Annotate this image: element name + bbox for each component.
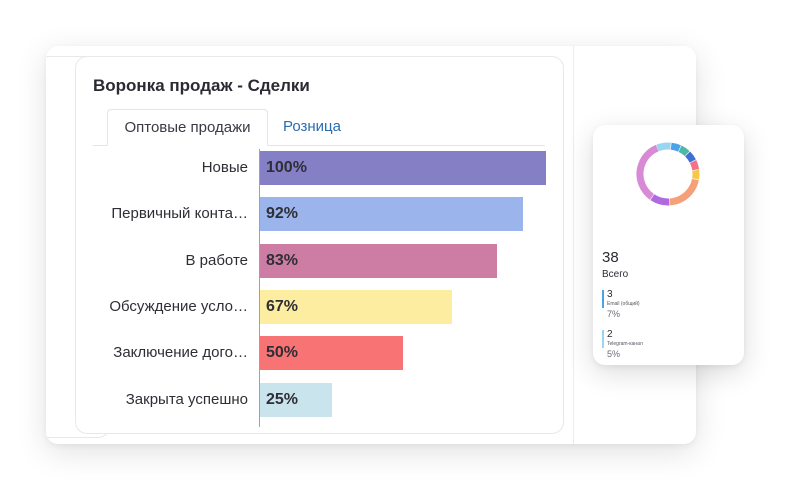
widget-title: Воронка продаж - Сделки [93, 76, 310, 95]
legend-item-telegram[interactable]: 2 Telegram-канал 5% [602, 329, 732, 361]
donut-segment[interactable] [633, 139, 703, 209]
funnel-stage-label: Первичный конта… [111, 205, 248, 223]
donut-segment[interactable] [633, 139, 703, 209]
funnel-bar-value: 25% [266, 390, 299, 408]
tab-retail[interactable]: Розница [283, 118, 341, 135]
funnel-bar[interactable]: 25% [260, 382, 332, 417]
funnel-bar-value: 92% [266, 205, 299, 223]
donut-segment[interactable] [633, 139, 703, 209]
funnel-stage-label: Обсуждение усло… [109, 297, 248, 315]
funnel-bar-value: 83% [266, 251, 299, 269]
chart-axis-line [259, 149, 260, 427]
funnel-bar-value: 67% [266, 297, 299, 315]
legend-color-bar [602, 290, 604, 308]
donut-segment[interactable] [633, 139, 703, 209]
total-value: 38 [602, 249, 619, 266]
funnel-chart: Новые 100% Первичный конта… 92% В работе 83% О… [76, 149, 563, 429]
donut-segment[interactable] [633, 139, 703, 209]
legend-name: Telegram-канал [607, 341, 643, 347]
funnel-tabs: Оптовые продажи Розница [93, 109, 545, 146]
legend-percent: 5% [607, 349, 621, 359]
funnel-bar[interactable]: 83% [260, 243, 498, 278]
donut-segment[interactable] [633, 139, 703, 209]
sources-card: 38 Всего 3 Email (общий) 7% 2 Telegram-к… [593, 125, 744, 365]
funnel-bar[interactable]: 50% [260, 336, 403, 371]
sales-funnel-widget: Воронка продаж - Сделки Оптовые продажи … [75, 56, 564, 434]
legend-percent: 7% [607, 309, 621, 319]
legend-item-email[interactable]: 3 Email (общий) 7% [602, 289, 732, 321]
funnel-bar-value: 100% [266, 159, 307, 176]
donut-segment[interactable] [633, 139, 703, 209]
column-divider [573, 46, 574, 444]
tab-wholesale[interactable]: Оптовые продажи [107, 109, 268, 146]
funnel-stage-label: В работе [185, 251, 248, 269]
funnel-bar[interactable]: 100% [260, 151, 546, 185]
dashboard-card: Воронка продаж - Сделки Оптовые продажи … [46, 46, 696, 444]
donut-chart [633, 139, 703, 209]
total-label: Всего [602, 269, 629, 280]
funnel-stage-label: Заключение дого… [113, 344, 248, 362]
legend-count: 3 [607, 289, 613, 300]
funnel-stage-label: Новые [201, 159, 248, 176]
donut-svg [633, 139, 703, 209]
legend-color-bar [602, 330, 604, 348]
donut-segment[interactable] [633, 139, 703, 209]
donut-segment[interactable] [633, 139, 703, 209]
legend-name: Email (общий) [607, 301, 640, 307]
funnel-stage-label: Закрыта успешно [125, 390, 248, 408]
legend-count: 2 [607, 329, 613, 340]
funnel-bar-value: 50% [266, 344, 299, 362]
funnel-bar[interactable]: 67% [260, 289, 452, 324]
funnel-bar[interactable]: 92% [260, 197, 524, 232]
